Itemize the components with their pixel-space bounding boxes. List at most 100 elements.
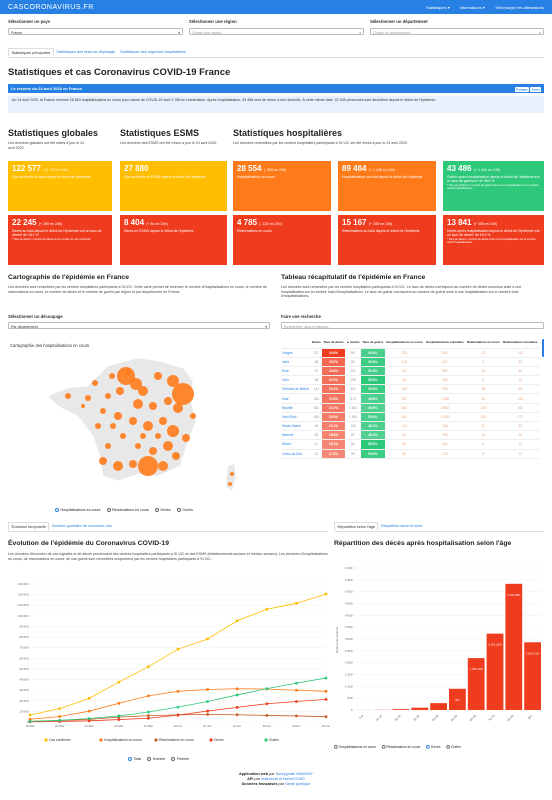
data-point[interactable] <box>265 714 269 717</box>
map-bubble[interactable] <box>138 386 148 396</box>
column-header[interactable]: ▲ Guéris <box>345 336 361 349</box>
data-point[interactable] <box>117 680 121 684</box>
legend-label[interactable]: Décès <box>214 738 224 742</box>
map-bubble[interactable] <box>159 417 167 425</box>
tweet-button[interactable]: Tweet <box>530 86 541 92</box>
data-point[interactable] <box>147 714 150 718</box>
table-row[interactable]: Haut-Rhin 653 20.5% 1 593 50.0% 941 3 245 100 47… <box>281 412 539 423</box>
map-bubble[interactable] <box>100 408 106 414</box>
map-bubble[interactable] <box>92 380 98 386</box>
data-point[interactable] <box>58 715 61 718</box>
api-link[interactable]: mathdroid et NovelCOVID <box>261 777 305 782</box>
data-point[interactable] <box>295 688 298 692</box>
map-bubble[interactable] <box>158 461 168 471</box>
nav-informations[interactable]: Informations ▾ <box>459 4 485 10</box>
data-point[interactable] <box>147 694 150 698</box>
data-point[interactable] <box>176 705 180 709</box>
bar[interactable] <box>524 642 541 710</box>
data-point[interactable] <box>324 592 328 596</box>
map-bubble[interactable] <box>154 372 162 380</box>
data-point[interactable] <box>176 647 180 651</box>
map-bubble[interactable] <box>230 472 234 476</box>
tab-evolution[interactable]: Évolution temporelle <box>8 522 50 531</box>
radio-total[interactable]: Total <box>128 757 141 761</box>
data-point[interactable] <box>235 693 239 697</box>
table-row[interactable]: Haute-Saône 90 20.1% 152 48.1% 114 318 11 53 <box>281 421 539 432</box>
map-bubble[interactable] <box>99 457 107 465</box>
map-bubble[interactable] <box>135 443 141 449</box>
tab-urgences[interactable]: Statistiques des urgences hospitalières <box>120 49 186 54</box>
tab-nouveaux-cas[interactable]: Nombre quotidien de nouveaux cas <box>51 523 112 528</box>
tab-sexe[interactable]: Répartition selon le sexe <box>380 523 423 528</box>
map-bubble[interactable] <box>95 423 101 429</box>
radio-rea[interactable]: Réanimations en cours <box>106 508 149 512</box>
map-bubble[interactable] <box>129 417 137 425</box>
table-row[interactable]: Manche 36 18.8% 87 46.4% 51 190 11 26 <box>281 430 539 441</box>
data-point[interactable] <box>265 702 269 706</box>
brand-logo[interactable]: CASCORONAVIRUS.FR <box>8 3 94 11</box>
map-bubble[interactable] <box>140 433 146 439</box>
data-point[interactable] <box>176 689 180 693</box>
data-point[interactable] <box>176 713 180 717</box>
data-point[interactable] <box>295 601 298 605</box>
bar[interactable] <box>467 658 485 710</box>
cut-select[interactable]: Par département ▾ <box>8 322 270 329</box>
data-point[interactable] <box>235 705 239 709</box>
table-row[interactable]: Moselle 810 21.0% 1 812 46.9% 840 2 803 140 463 <box>281 403 539 413</box>
data-point[interactable] <box>235 619 239 623</box>
map-bubble[interactable] <box>110 423 116 429</box>
table-row[interactable]: Corse-du-Sud 31 17.6% 95 54.0% 50 176 5 32 <box>281 449 539 459</box>
map-bubble[interactable] <box>163 441 173 451</box>
data-point[interactable] <box>117 701 121 705</box>
table-row[interactable]: Vosges 257 34.6% 367 49.4% 223 553 22 112 <box>281 348 539 358</box>
map-bubble[interactable] <box>172 452 180 460</box>
column-header[interactable]: Hospitalisations en cours <box>384 336 425 349</box>
column-header[interactable] <box>281 336 311 349</box>
table-row[interactable]: Cher 58 22.9% 150 59.3% 45 118 5 30 <box>281 375 539 386</box>
legend-label[interactable]: Réanimations en cours <box>159 738 194 742</box>
data-point[interactable] <box>235 687 239 691</box>
map-bubble[interactable] <box>130 378 142 390</box>
map-bubble[interactable] <box>167 425 179 437</box>
map-bubble[interactable] <box>143 421 153 431</box>
share-button[interactable]: Partager <box>514 86 530 92</box>
map-bubble[interactable] <box>164 397 172 405</box>
map-bubble[interactable] <box>172 383 194 405</box>
evolution-chart[interactable]: 0 10 000 20 000 30 000 40 000 50 000 60 000 70 … <box>8 580 330 750</box>
region-select[interactable]: Choisir une région... ▾ <box>189 28 364 35</box>
map-bubble[interactable] <box>133 399 143 409</box>
map-bubble[interactable] <box>109 373 115 379</box>
france-map[interactable] <box>8 336 270 501</box>
data-point[interactable] <box>206 713 210 716</box>
map-bubble[interactable] <box>129 460 137 468</box>
age-chart[interactable]: 0 500 1 000 1 500 2 000 2 500 3 000 3 500 4 000 4… <box>334 560 546 740</box>
map-bubble[interactable] <box>190 413 196 419</box>
data-point[interactable] <box>324 715 328 719</box>
radio-age-deces[interactable]: Décès <box>425 745 440 749</box>
column-header[interactable]: Taux de guéris <box>360 336 385 349</box>
table-row[interactable]: Eure 92 23.6% 201 51.5% 113 252 10 60 <box>281 366 539 377</box>
map-bubble[interactable] <box>81 404 85 408</box>
map-bubble[interactable] <box>155 433 161 439</box>
data-point[interactable] <box>58 707 61 711</box>
radio-age-gueris[interactable]: Guéris <box>446 745 461 749</box>
data-point[interactable] <box>147 710 150 714</box>
radio-femme[interactable]: Femme <box>171 757 189 761</box>
table-row[interactable]: Oise 394 21.8% 879 48.6% 497 1 398 61 144 <box>281 393 539 404</box>
map-bubble[interactable] <box>85 395 91 401</box>
map-bubble[interactable] <box>116 387 124 395</box>
radio-deces[interactable]: Décès <box>154 508 171 512</box>
data-point[interactable] <box>324 697 328 701</box>
table-row[interactable]: Nièvre 21 18.1% 81 59.2% 52 116 6 23 <box>281 439 539 450</box>
radio-age-rea[interactable]: Réanimations en cours <box>381 745 420 749</box>
map-bubble[interactable] <box>65 393 71 399</box>
country-select[interactable]: France ▾ <box>8 28 183 35</box>
data-point[interactable] <box>58 718 61 722</box>
map-bubble[interactable] <box>173 403 183 413</box>
map-bubble[interactable] <box>125 369 131 375</box>
table-row[interactable]: Indre 38 25.0% 82 53.9% 115 247 9 53 <box>281 357 539 367</box>
tab-depistage[interactable]: Statistiques des tests de dépistage <box>56 49 116 54</box>
data-point[interactable] <box>295 714 298 718</box>
search-input[interactable]: Rechercher dans le tableau... <box>281 322 544 329</box>
map-bubble[interactable] <box>113 461 123 471</box>
